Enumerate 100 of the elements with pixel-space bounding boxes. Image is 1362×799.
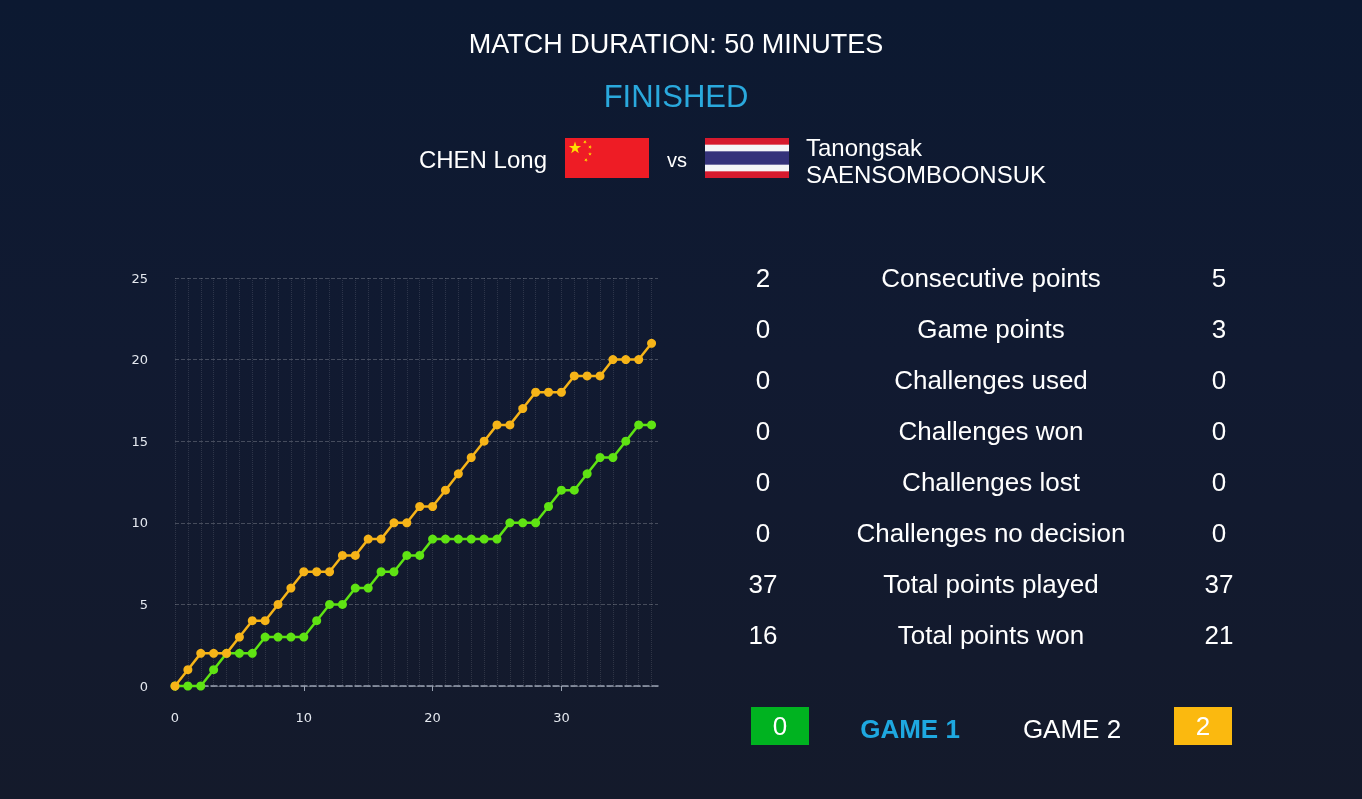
point <box>247 616 257 626</box>
point <box>453 469 463 479</box>
data-label: 16 <box>747 620 779 650</box>
point <box>582 469 592 479</box>
category-label: Game points <box>916 314 1066 344</box>
data-label: 2 <box>754 263 772 293</box>
point <box>428 501 438 511</box>
point <box>415 501 425 511</box>
point <box>569 485 579 495</box>
point <box>196 681 206 691</box>
data-label: 0 <box>754 365 772 395</box>
y-tick-label: 15 <box>131 433 148 449</box>
data-label: 0 <box>754 518 772 548</box>
point <box>389 518 399 528</box>
point <box>363 583 373 593</box>
text: MATCH DURATION: 50 MINUTES <box>467 28 885 60</box>
point <box>389 567 399 577</box>
point <box>286 583 296 593</box>
point <box>299 632 309 642</box>
point <box>531 387 541 397</box>
point <box>273 632 283 642</box>
text: GAME 1 <box>859 714 961 744</box>
point <box>492 534 502 544</box>
data-label: 37 <box>1203 569 1235 599</box>
point <box>621 436 631 446</box>
point <box>569 371 579 381</box>
point <box>518 518 528 528</box>
point <box>286 632 296 642</box>
point <box>337 599 347 609</box>
x-tick-label: 0 <box>170 710 180 725</box>
data-label: 0 <box>1210 518 1228 548</box>
category-label: Challenges no decision <box>855 518 1127 548</box>
point <box>350 583 360 593</box>
point <box>556 485 566 495</box>
x-tick-label: 20 <box>424 710 441 725</box>
y-tick-label: 10 <box>131 515 148 531</box>
point <box>312 567 322 577</box>
x-tick-label: 30 <box>553 710 570 725</box>
point <box>209 665 219 675</box>
point <box>479 534 489 544</box>
text: GAME 2 <box>1021 714 1123 744</box>
y-tick-label: 25 <box>131 270 148 286</box>
point <box>376 567 386 577</box>
point <box>595 371 605 381</box>
point <box>466 453 476 463</box>
point <box>518 404 528 414</box>
data-label: 0 <box>754 314 772 344</box>
point <box>183 665 193 675</box>
point <box>544 387 554 397</box>
y-tick-label: 0 <box>139 678 148 694</box>
category-label: Challenges used <box>893 365 1089 395</box>
point <box>312 616 322 626</box>
point <box>376 534 386 544</box>
point <box>544 501 554 511</box>
x-tick-label: 10 <box>295 710 313 725</box>
point <box>556 387 566 397</box>
point <box>634 420 644 430</box>
category-label: Total points played <box>882 569 1100 599</box>
category-label: Challenges won <box>897 416 1085 446</box>
point <box>531 518 541 528</box>
point <box>505 420 515 430</box>
point <box>440 534 450 544</box>
point <box>325 599 335 609</box>
point <box>196 648 206 658</box>
y-tick-label: 20 <box>131 352 148 368</box>
point <box>479 436 489 446</box>
category-label: Total points won <box>896 620 1086 650</box>
category-label: Consecutive points <box>880 263 1102 293</box>
text: CHEN Long <box>418 146 547 174</box>
point <box>260 616 270 626</box>
text: FINISHED <box>602 79 750 115</box>
point <box>260 632 270 642</box>
point <box>466 534 476 544</box>
point <box>440 485 450 495</box>
point <box>402 550 412 560</box>
point <box>634 355 644 365</box>
data-label: 21 <box>1203 620 1235 650</box>
point <box>415 550 425 560</box>
data-label: 3 <box>1210 314 1228 344</box>
category-label: Challenges lost <box>901 467 1081 497</box>
point <box>505 518 515 528</box>
data-label: 0 <box>754 467 772 497</box>
point <box>492 420 502 430</box>
point <box>647 338 657 348</box>
data-label: 0 <box>1210 467 1228 497</box>
data-label: 37 <box>747 569 779 599</box>
point <box>595 453 605 463</box>
point <box>299 567 309 577</box>
data-label: 0 <box>754 416 772 446</box>
point <box>647 420 657 430</box>
point <box>582 371 592 381</box>
point <box>247 648 257 658</box>
data-label: 2 <box>1194 711 1212 741</box>
point <box>183 681 193 691</box>
data-label: 5 <box>1210 263 1228 293</box>
point <box>209 648 219 658</box>
point <box>621 355 631 365</box>
point <box>350 550 360 560</box>
point <box>234 648 244 658</box>
data-label: 0 <box>1210 365 1228 395</box>
